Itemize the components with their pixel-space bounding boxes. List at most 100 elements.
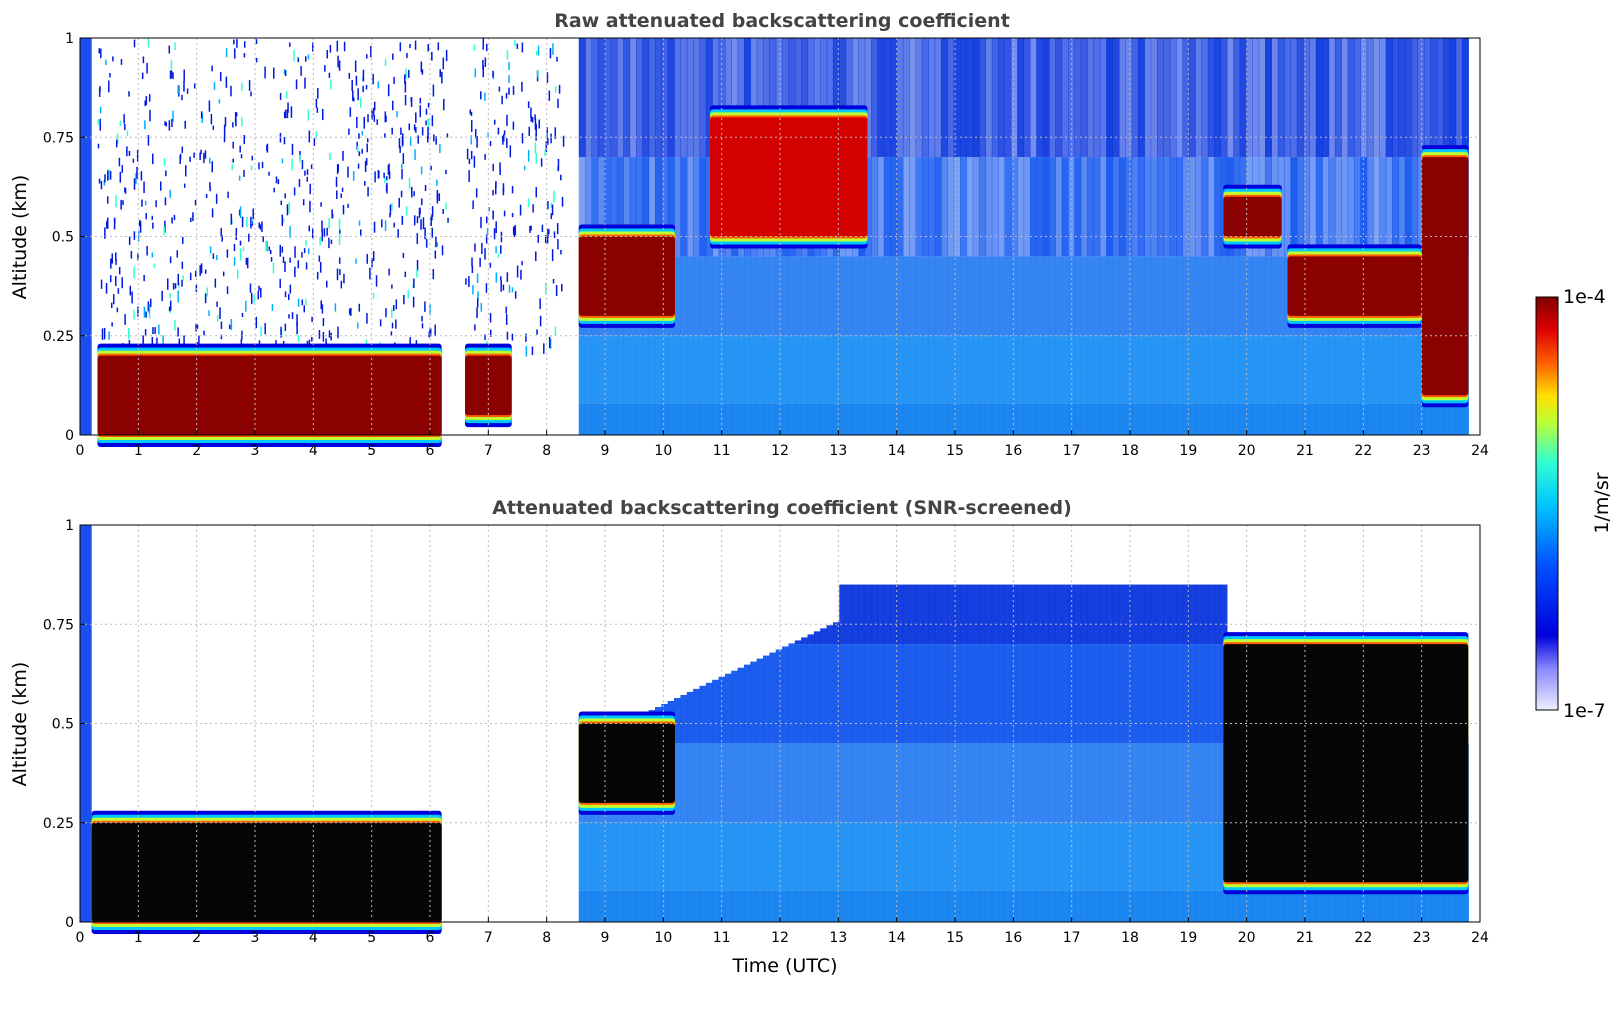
noise-speck <box>199 152 201 161</box>
signal-cell <box>1048 38 1056 158</box>
noise-speck <box>99 118 101 131</box>
noise-speck <box>258 222 260 229</box>
signal-cell <box>1118 403 1126 435</box>
signal-cell <box>966 256 974 336</box>
noise-speck <box>139 221 142 233</box>
signal-cell <box>877 335 885 404</box>
signal-cell <box>686 335 694 404</box>
signal-cell <box>1277 38 1285 158</box>
signal-cell <box>1080 157 1088 257</box>
signal-cell <box>705 403 713 435</box>
signal-cell <box>1131 822 1139 891</box>
noise-speck <box>528 126 531 136</box>
signal-cell <box>655 157 662 257</box>
x-tick-label: 8 <box>542 930 551 946</box>
signal-cell <box>1131 157 1139 257</box>
signal-cell <box>674 822 682 891</box>
signal-cell <box>1366 157 1374 257</box>
signal-cell <box>960 584 967 645</box>
signal-cell <box>1106 584 1114 645</box>
noise-speck <box>421 323 424 329</box>
noise-speck <box>429 327 431 337</box>
signal-cell <box>832 822 840 891</box>
noise-speck <box>554 127 557 139</box>
signal-cell <box>845 403 853 435</box>
noise-speck <box>269 250 272 255</box>
signal-cell <box>1163 38 1171 158</box>
signal-cell <box>769 652 777 744</box>
signal-cell <box>1182 584 1190 645</box>
noise-speck <box>431 51 433 61</box>
signal-cell <box>1106 890 1114 922</box>
signal-cell <box>1201 822 1209 891</box>
noise-speck <box>404 271 407 278</box>
signal-cell <box>1010 335 1018 404</box>
signal-cell <box>1182 890 1190 922</box>
signal-cell <box>839 644 847 744</box>
signal-cell <box>1417 890 1425 922</box>
noise-speck <box>286 109 289 119</box>
noise-speck <box>169 70 172 79</box>
signal-cell <box>896 822 904 891</box>
signal-cell <box>1379 335 1387 404</box>
signal-cell <box>858 644 866 744</box>
noise-speck <box>551 204 554 216</box>
noise-speck <box>179 155 181 164</box>
signal-cell <box>998 743 1006 823</box>
signal-cell <box>1163 584 1171 645</box>
signal-cell <box>972 157 980 257</box>
noise-speck <box>402 252 405 259</box>
signal-cell <box>712 256 720 336</box>
noise-speck <box>404 94 407 106</box>
signal-cell <box>832 644 840 744</box>
signal-cell <box>635 890 643 922</box>
noise-speck <box>302 199 305 206</box>
signal-cell <box>1048 644 1056 744</box>
signal-cell <box>1017 38 1025 158</box>
signal-cell <box>1233 403 1241 435</box>
noise-speck <box>257 290 260 300</box>
signal-cell <box>743 743 751 823</box>
noise-speck <box>173 214 176 220</box>
signal-cell <box>1144 890 1152 922</box>
signal-cell <box>851 403 859 435</box>
signal-cell <box>686 157 694 257</box>
signal-cell <box>1188 822 1196 891</box>
signal-cell <box>902 584 910 645</box>
noise-speck <box>275 340 277 346</box>
noise-speck <box>137 231 140 242</box>
signal-cell <box>1131 644 1139 744</box>
signal-cell <box>1176 403 1183 435</box>
signal-cell <box>1398 403 1406 435</box>
signal-cell <box>585 335 593 404</box>
signal-cell <box>832 743 840 823</box>
noise-speck <box>539 298 541 310</box>
noise-speck <box>100 180 103 190</box>
noise-speck <box>177 273 180 286</box>
signal-cell <box>1061 644 1069 744</box>
noise-speck <box>502 187 505 196</box>
signal-cell <box>604 335 612 404</box>
noise-speck <box>420 219 422 230</box>
noise-speck <box>306 176 308 182</box>
noise-speck <box>300 66 302 76</box>
signal-cell <box>610 38 618 158</box>
signal-cell <box>1309 335 1317 404</box>
noise-speck <box>233 257 236 266</box>
signal-cell <box>597 403 605 435</box>
signal-cell <box>1214 157 1222 257</box>
noise-speck <box>471 265 474 274</box>
noise-speck <box>472 285 474 295</box>
signal-cell <box>1353 890 1361 922</box>
noise-speck <box>546 132 548 140</box>
noise-speck <box>284 193 286 199</box>
signal-cell <box>1442 38 1450 158</box>
signal-cell <box>1106 38 1114 158</box>
signal-cell <box>902 256 910 336</box>
signal-cell <box>1023 335 1031 404</box>
noise-speck <box>209 157 211 164</box>
signal-cell <box>966 335 974 404</box>
signal-cell <box>864 890 872 922</box>
signal-cell <box>1271 38 1279 158</box>
signal-cell <box>1125 822 1133 891</box>
